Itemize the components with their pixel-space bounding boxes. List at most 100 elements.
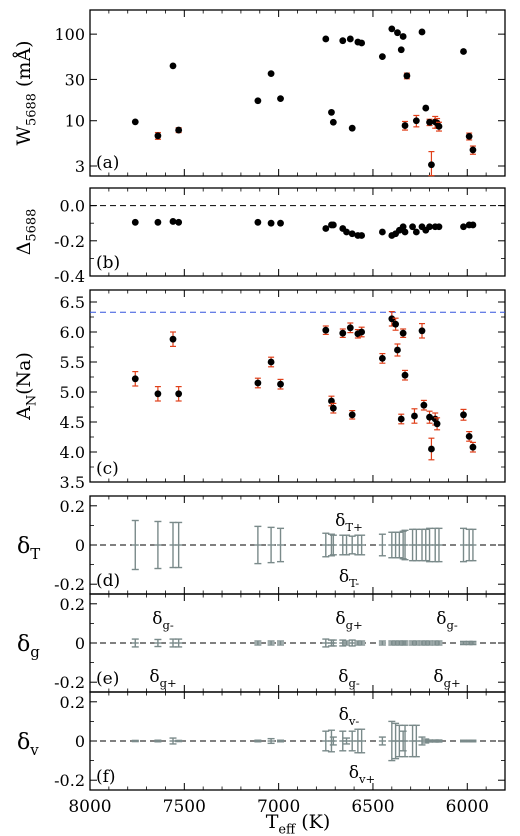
data-point — [420, 401, 428, 409]
data-point — [433, 420, 441, 428]
y-tick-label: 5.5 — [60, 353, 85, 372]
data-point — [394, 346, 401, 354]
data-point — [322, 326, 330, 334]
annotation: δv+ — [349, 763, 375, 786]
data-point — [343, 228, 350, 236]
y-axis-label: Δ5688 — [13, 209, 39, 256]
data-point — [154, 218, 162, 226]
data-point — [388, 25, 396, 33]
y-tick-label: -0.2 — [54, 232, 85, 251]
data-point — [422, 104, 430, 112]
data-point — [329, 404, 337, 412]
data-point — [397, 46, 405, 54]
data-point — [348, 411, 356, 419]
data-point — [169, 335, 177, 343]
data-point — [411, 412, 418, 420]
y-tick-label: 10 — [65, 112, 85, 131]
panel-b: 0.0 -0.2 -0.4 (b) Δ5688 — [13, 187, 506, 286]
data-point — [277, 95, 284, 103]
data-point — [358, 328, 366, 336]
data-point — [412, 228, 420, 236]
y-tick-label: 3 — [75, 157, 85, 176]
y-tick-label: -0.2 — [54, 575, 85, 594]
y-axis-label: δv — [17, 730, 39, 759]
data-point — [254, 97, 262, 105]
data-point — [131, 375, 139, 383]
data-point — [378, 228, 386, 236]
annotation: δT- — [339, 567, 359, 590]
data-point — [397, 415, 405, 423]
x-tick-label: 7500 — [163, 797, 206, 817]
panel-label: (b) — [96, 253, 120, 273]
data-point — [267, 219, 275, 227]
annotation: δv- — [339, 705, 360, 728]
data-point — [175, 390, 183, 398]
y-tick-label: 0.0 — [60, 197, 85, 216]
data-point — [426, 118, 433, 126]
annotation: δg+ — [149, 667, 176, 690]
data-point — [267, 70, 275, 78]
y-tick-label: -0.4 — [54, 267, 85, 286]
data-point — [469, 443, 477, 451]
data-point — [392, 320, 399, 328]
data-point — [401, 228, 409, 236]
data-point — [131, 218, 139, 226]
data-point — [435, 223, 443, 231]
x-tick-label: 7000 — [257, 797, 300, 817]
data-point — [418, 327, 426, 335]
data-point — [378, 355, 386, 362]
y-tick-label: -0.2 — [54, 673, 85, 692]
data-point — [418, 28, 426, 36]
annotation: δg+ — [335, 609, 362, 632]
data-point — [412, 117, 420, 125]
data-point — [428, 445, 435, 453]
y-tick-label: 100 — [54, 25, 85, 44]
y-axis-label: W5688 (mÅ) — [13, 41, 39, 146]
y-tick-label: 0 — [75, 536, 85, 555]
data-point — [399, 223, 407, 231]
data-point — [328, 108, 335, 116]
y-tick-label: 0.2 — [60, 595, 85, 614]
data-point — [465, 132, 473, 140]
panel-label: (e) — [96, 669, 119, 689]
data-point — [401, 122, 409, 129]
data-point — [348, 124, 356, 132]
data-point — [346, 35, 354, 43]
data-point — [399, 33, 407, 40]
panel-d: 0.2 0 -0.2 (d) δT δT+ δT- — [17, 495, 506, 595]
x-axis-label: Teff (K) — [266, 811, 331, 836]
annotation: δg+ — [433, 667, 460, 690]
data-point — [329, 221, 337, 229]
panel-label: (a) — [96, 153, 119, 173]
data-point — [460, 48, 467, 55]
data-point — [394, 29, 401, 37]
annotation: δg- — [338, 667, 360, 690]
data-point — [322, 225, 330, 232]
y-tick-label: 0 — [75, 732, 85, 751]
panel-c: 3.5 4.0 4.5 5.0 5.5 6.0 6.5 (c) AN(Na) — [13, 289, 506, 492]
y-tick-label: 6.5 — [60, 293, 85, 312]
y-tick-label: 0 — [75, 634, 85, 653]
data-point — [378, 53, 386, 61]
y-tick-label: -0.2 — [54, 771, 85, 790]
data-point — [175, 218, 183, 226]
data-point — [348, 230, 356, 238]
y-tick-label: 4.5 — [60, 413, 85, 432]
data-point — [358, 39, 366, 47]
y-tick-label: 0.2 — [60, 693, 85, 712]
y-tick-label: 5.0 — [60, 383, 85, 402]
data-point — [254, 218, 262, 226]
data-point — [131, 118, 139, 126]
data-point — [254, 379, 262, 387]
data-point — [322, 35, 330, 43]
data-point — [403, 72, 411, 80]
data-point — [465, 433, 473, 440]
panel-f: 8000 7500 7000 6500 6000 0.2 0 -0.2 (f) δv Teff (K… — [17, 691, 506, 836]
y-tick-label: 3.5 — [60, 473, 85, 492]
annotation: δg- — [436, 609, 458, 632]
data-point — [428, 161, 435, 169]
y-tick-label: 4.0 — [60, 443, 85, 462]
plot-frame — [89, 289, 506, 483]
data-point — [154, 390, 162, 398]
